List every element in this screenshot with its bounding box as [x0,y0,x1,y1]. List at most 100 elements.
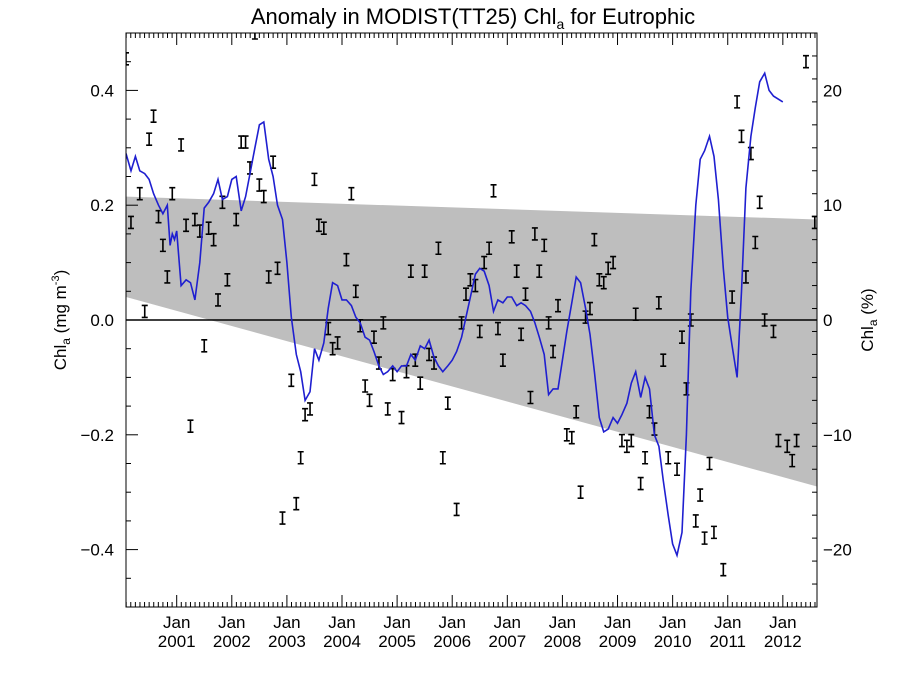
data-point-mark [366,393,373,408]
data-point [146,132,153,146]
x-tick-label-month: Jan [218,613,245,632]
x-tick-label-year: 2004 [323,632,361,651]
data-point [550,344,557,359]
data-point-mark [150,109,157,124]
data-point [279,511,286,525]
data-point-mark [508,229,515,244]
data-point [297,450,304,465]
data-point-mark [789,453,796,468]
data-point-mark [770,324,777,339]
data-point [775,433,782,448]
x-tick-label-year: 2010 [654,632,692,651]
data-point [802,54,809,69]
data-point [508,229,515,244]
data-point-mark [577,485,584,499]
y-tick-label-left: 0.4 [90,81,114,100]
data-point-mark [127,215,134,230]
data-point-mark [297,450,304,465]
data-point-mark [555,298,562,313]
data-point-mark [380,316,387,330]
data-point [678,330,685,345]
data-point-mark [265,270,272,284]
data-point-mark [421,264,428,279]
data-point [334,336,341,350]
axes: Jan2001Jan2002Jan2003Jan2004Jan2005Jan20… [80,32,852,651]
data-point-mark [761,313,768,327]
data-point-mark [178,138,185,152]
data-point-mark [618,433,625,448]
data-point-mark [518,327,525,342]
data-point-mark [242,135,249,149]
data-point [568,430,575,445]
data-point-mark [315,218,322,233]
data-point-mark [352,284,359,299]
data-point-mark [201,339,208,353]
data-point [127,215,134,230]
data-point-mark [453,502,460,517]
data-point [315,218,322,233]
y-tick-label-left: 0.0 [90,311,114,330]
data-point-mark [573,405,580,419]
series-line [126,71,784,559]
data-point-mark [655,295,662,310]
data-point-mark [334,336,341,350]
data-point [642,450,649,465]
data-point-mark [407,264,414,279]
data-point [260,189,267,204]
data-point-mark [605,261,612,276]
data-point-mark [729,290,736,304]
data-point [610,255,617,270]
data-point-mark [398,410,405,425]
x-tick-label-year: 2011 [709,632,746,651]
data-point-mark [362,379,369,393]
data-point [417,376,424,390]
data-point-mark [710,525,717,540]
y-tick-label-right: 0 [823,311,832,330]
data-point-mark [563,428,570,442]
data-point [729,290,736,304]
data-point [265,270,272,284]
data-point-mark [697,488,704,502]
data-point [541,238,548,253]
y-tick-label-left: −0.2 [80,426,114,445]
data-point [256,178,263,192]
data-point-mark [279,511,286,525]
data-point-mark [623,439,630,454]
data-point [720,562,727,577]
data-point [366,393,373,408]
data-point [486,241,493,256]
data-point-mark [238,135,245,149]
data-point [655,295,662,310]
data-point-mark [472,278,479,293]
data-point [710,525,717,540]
x-tick-label-month: Jan [273,613,300,632]
data-point-mark [752,235,759,250]
x-tick-label-month: Jan [328,613,355,632]
data-point [738,129,745,144]
data-point [623,439,630,454]
data-point [674,462,681,477]
data-point-mark [536,264,543,279]
data-point [444,396,451,411]
data-point-mark [756,195,763,210]
x-tick-label-month: Jan [439,613,466,632]
data-point [384,402,391,416]
data-point-mark [187,419,194,433]
data-point-mark [793,433,800,448]
data-point-mark [320,221,327,235]
data-point [522,287,529,301]
data-point-mark [224,273,231,287]
data-point [380,316,387,330]
data-point-mark [738,129,745,144]
data-point [183,218,190,233]
data-point [288,373,295,388]
data-point-mark [141,304,148,319]
data-point-mark [734,95,741,109]
data-point-mark [164,270,171,284]
data-point-mark [435,241,442,256]
data-point [307,402,314,416]
data-point-mark [628,433,635,448]
data-point-mark [348,186,355,201]
x-tick-label-month: Jan [494,613,521,632]
data-point-mark [742,270,749,284]
